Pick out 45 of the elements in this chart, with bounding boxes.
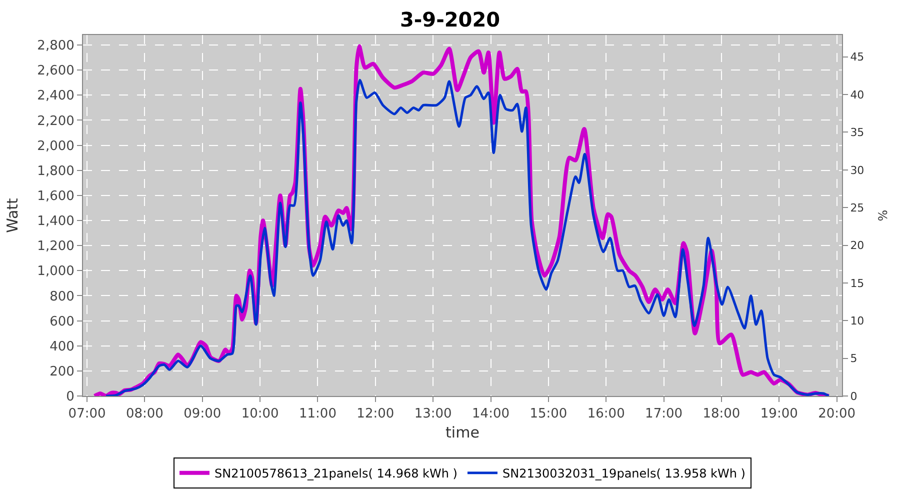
y-tick-label: 1,600 [37,188,74,204]
y-tick-label: 2,800 [37,38,74,54]
y-tick-label: 2,400 [37,88,74,104]
x-tick-label: 10:00 [241,406,279,422]
y2-tick-label: 10 [850,314,864,328]
y-tick-label: 200 [50,364,74,380]
x-axis-title: time [446,424,480,442]
y-tick-label: 1,200 [37,239,74,254]
x-tick-label: 12:00 [356,406,394,422]
x-tick-label: 16:00 [587,406,625,422]
y-tick-label: 600 [50,314,74,330]
y2-tick-label: 45 [850,50,864,64]
x-tick-label: 11:00 [299,406,336,422]
x-tick-label: 14:00 [472,406,510,422]
y-tick-label: 2,000 [37,138,74,154]
y2-axis-title: % [876,210,890,222]
chart-title: 3-9-2020 [400,8,500,32]
x-tick-label: 17:00 [645,406,683,422]
x-tick-label: 13:00 [414,406,452,422]
legend-label: SN2130032031_19panels( 13.958 kWh ) [502,466,746,481]
y2-tick-label: 20 [850,239,864,252]
y-tick-label: 2,200 [37,114,74,129]
y2-tick-label: 5 [850,352,858,366]
legend-label: SN2100578613_21panels( 14.968 kWh ) [214,466,458,481]
y2-tick-label: 30 [850,164,864,177]
x-tick-label: 07:00 [68,406,106,422]
y-tick-label: 1,400 [37,214,74,230]
y2-tick-label: 25 [850,201,864,214]
y2-tick-label: 0 [850,390,858,403]
y-tick-label: 0 [66,390,74,405]
x-tick-label: 08:00 [126,406,164,422]
y-tick-label: 800 [50,289,74,304]
x-tick-label: 15:00 [530,406,568,422]
y2-tick-label: 35 [850,126,864,140]
y-tick-label: 1,800 [37,164,74,179]
y-axis-title: Watt [3,198,22,233]
y2-tick-label: 15 [850,276,864,290]
y-tick-label: 400 [50,339,74,354]
y2-tick-label: 40 [850,88,864,102]
x-tick-label: 18:00 [702,406,740,422]
y-tick-label: 1,000 [37,264,74,280]
x-tick-label: 09:00 [184,406,222,422]
x-tick-label: 20:00 [818,406,856,422]
x-tick-label: 19:00 [760,406,798,422]
y-tick-label: 2,600 [37,64,74,79]
